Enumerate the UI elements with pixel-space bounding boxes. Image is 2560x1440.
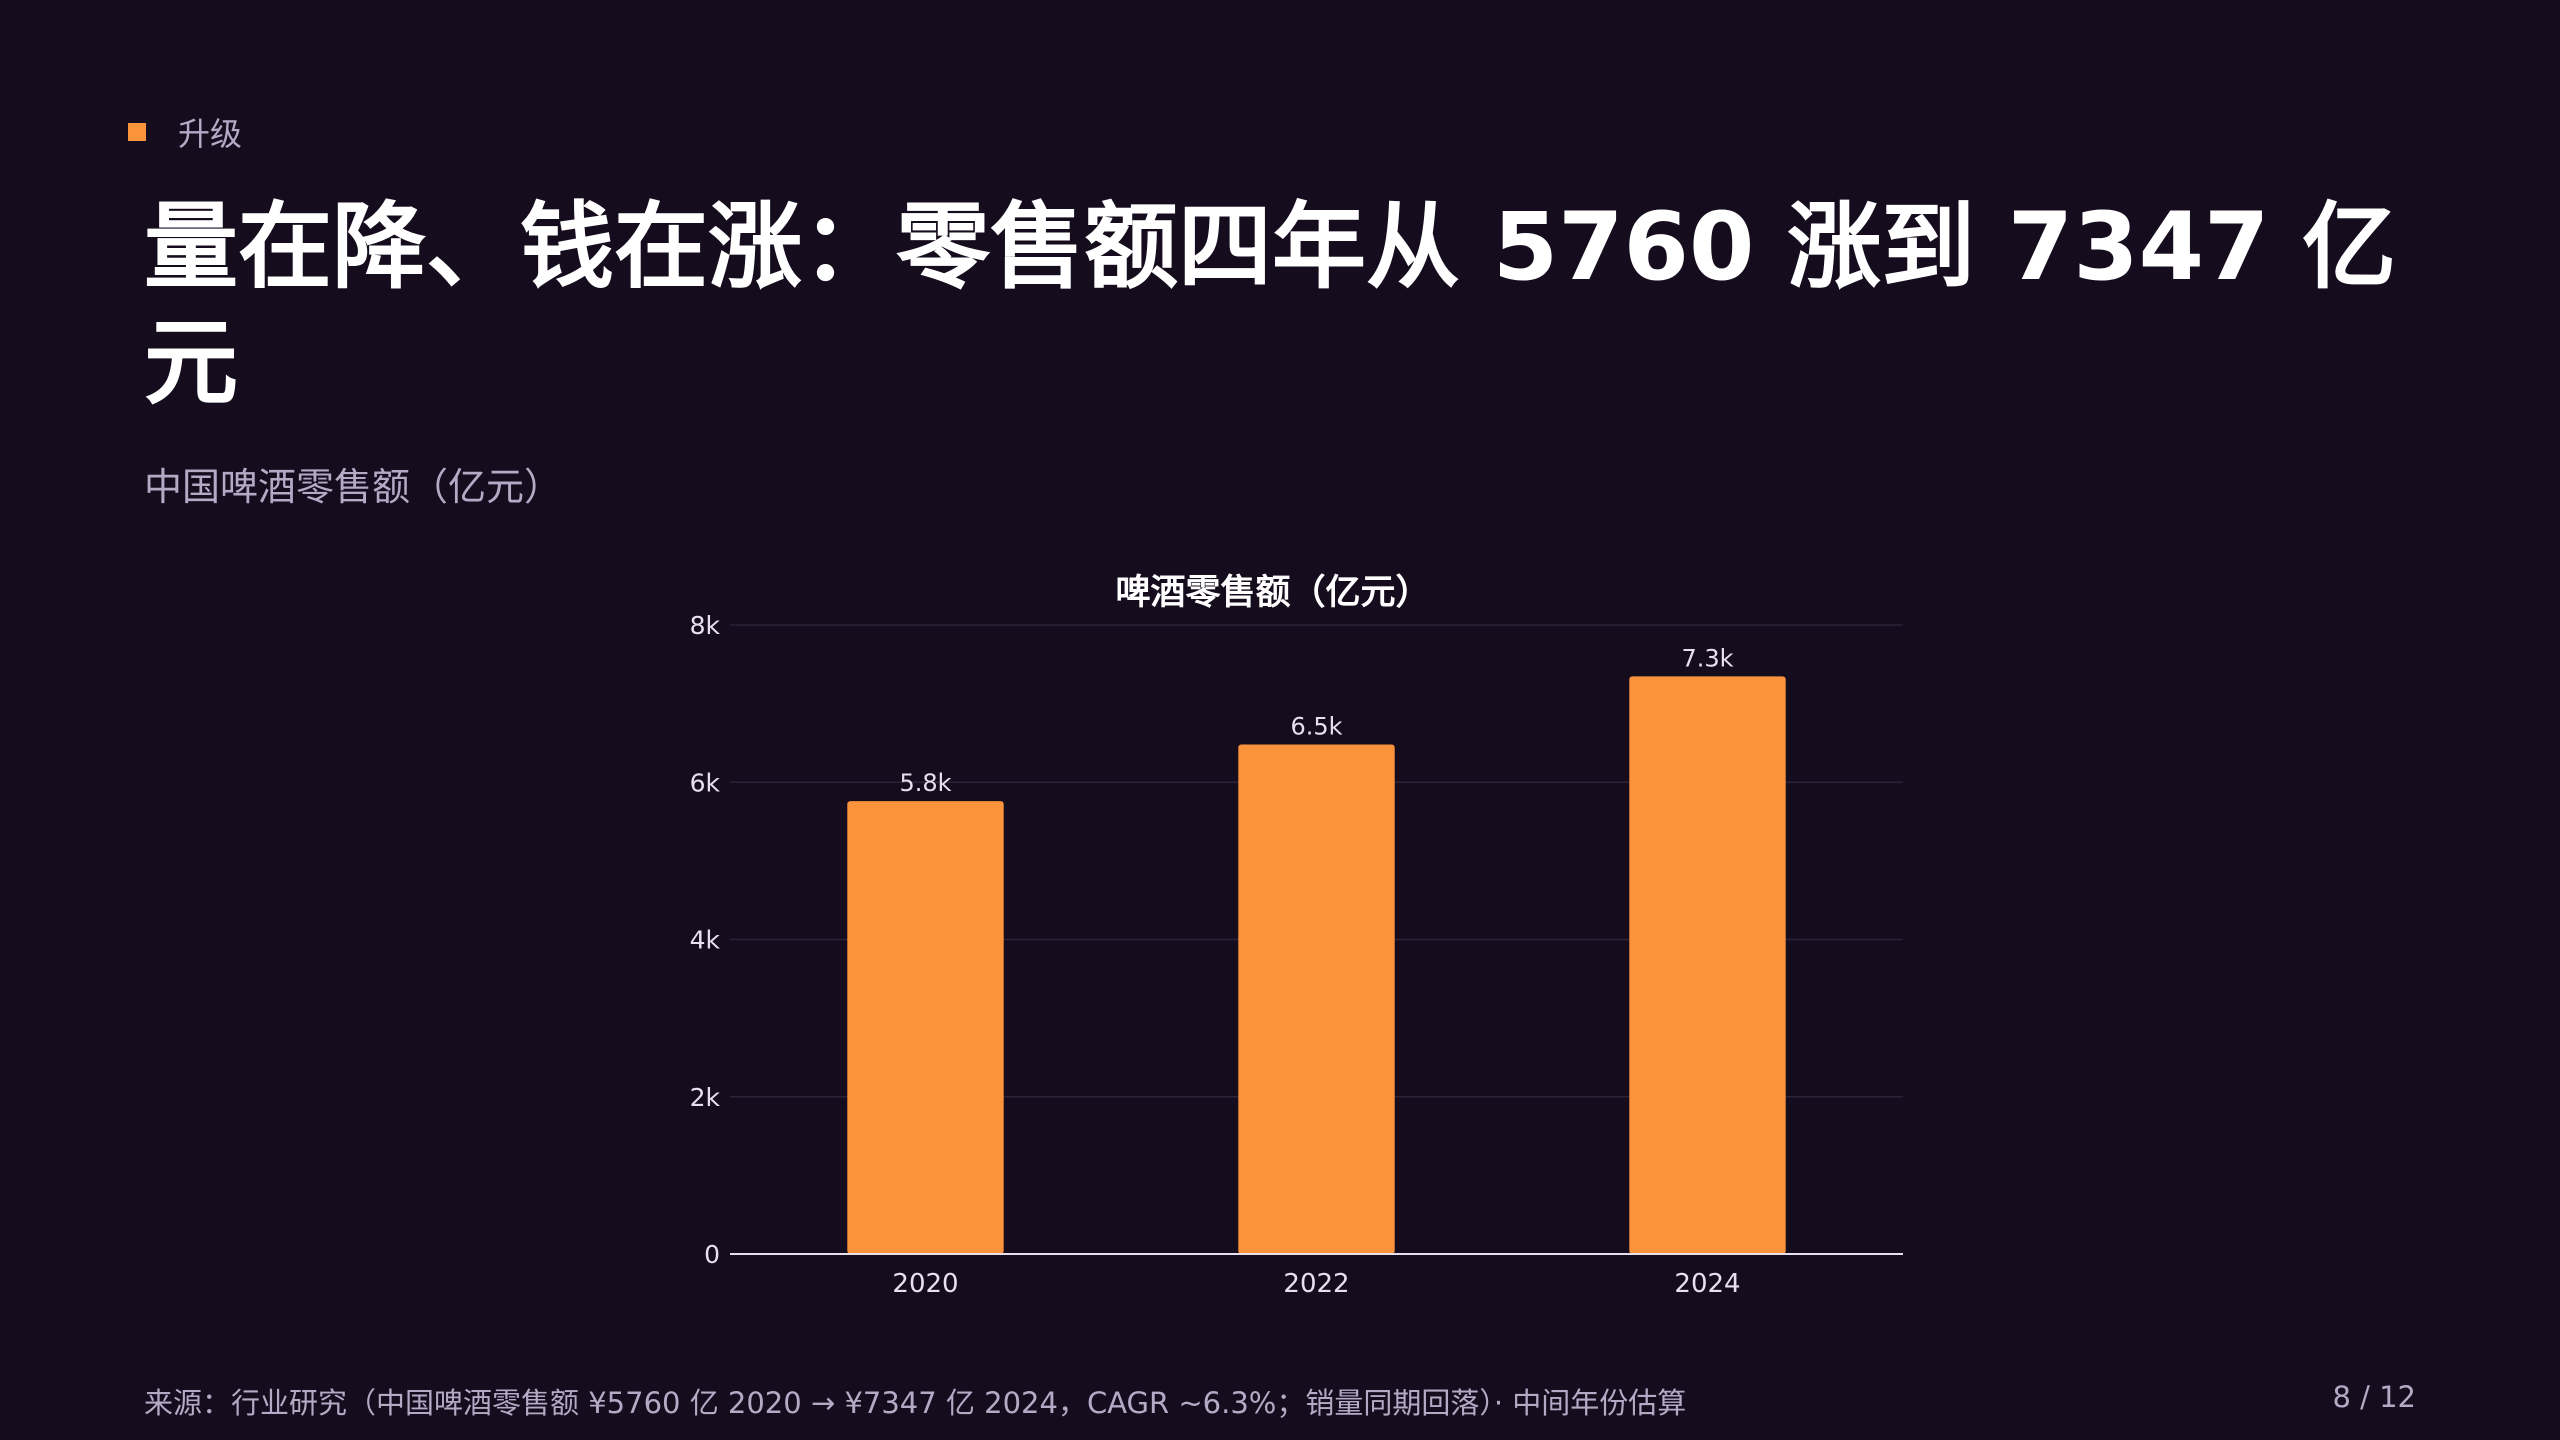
data-labels: 5.8k 6.5k 7.3k [899,644,1733,797]
source-note: 来源：行业研究（中国啤酒零售额 ¥5760 亿 2020 → ¥7347 亿 2… [144,1386,1687,1420]
y-tick-label: 4k [690,926,721,955]
x-axis-ticks: 2020 2022 2024 [892,1269,1740,1299]
slide-subtitle: 中国啤酒零售额（亿元） [144,465,563,509]
eyebrow-label: 升级 [178,115,243,153]
slide-title: 量在降、钱在涨：零售额四年从 5760 涨到 7347 亿元 [144,193,2397,418]
chart-title: 啤酒零售额（亿元） [1115,573,1430,613]
bar-2022 [1238,744,1395,1254]
x-tick-label: 2020 [892,1269,958,1299]
y-axis-ticks: 0 2k 4k 6k 8k [690,611,721,1269]
x-tick-label: 2024 [1674,1269,1740,1299]
data-label-2022: 6.5k [1290,713,1342,741]
eyebrow-square-icon [128,123,146,141]
x-tick-label: 2022 [1283,1269,1349,1299]
y-tick-label: 0 [704,1240,720,1269]
data-label-2024: 7.3k [1681,644,1733,672]
bar-2024 [1629,676,1786,1254]
section-eyebrow: 升级 [128,110,242,154]
bars [847,676,1786,1254]
bar-2020 [847,801,1004,1254]
data-label-2020: 5.8k [899,769,951,797]
y-tick-label: 2k [690,1083,721,1112]
y-tick-label: 6k [690,768,721,797]
page-number: 8 / 12 [2332,1380,2416,1414]
y-tick-label: 8k [690,611,721,640]
